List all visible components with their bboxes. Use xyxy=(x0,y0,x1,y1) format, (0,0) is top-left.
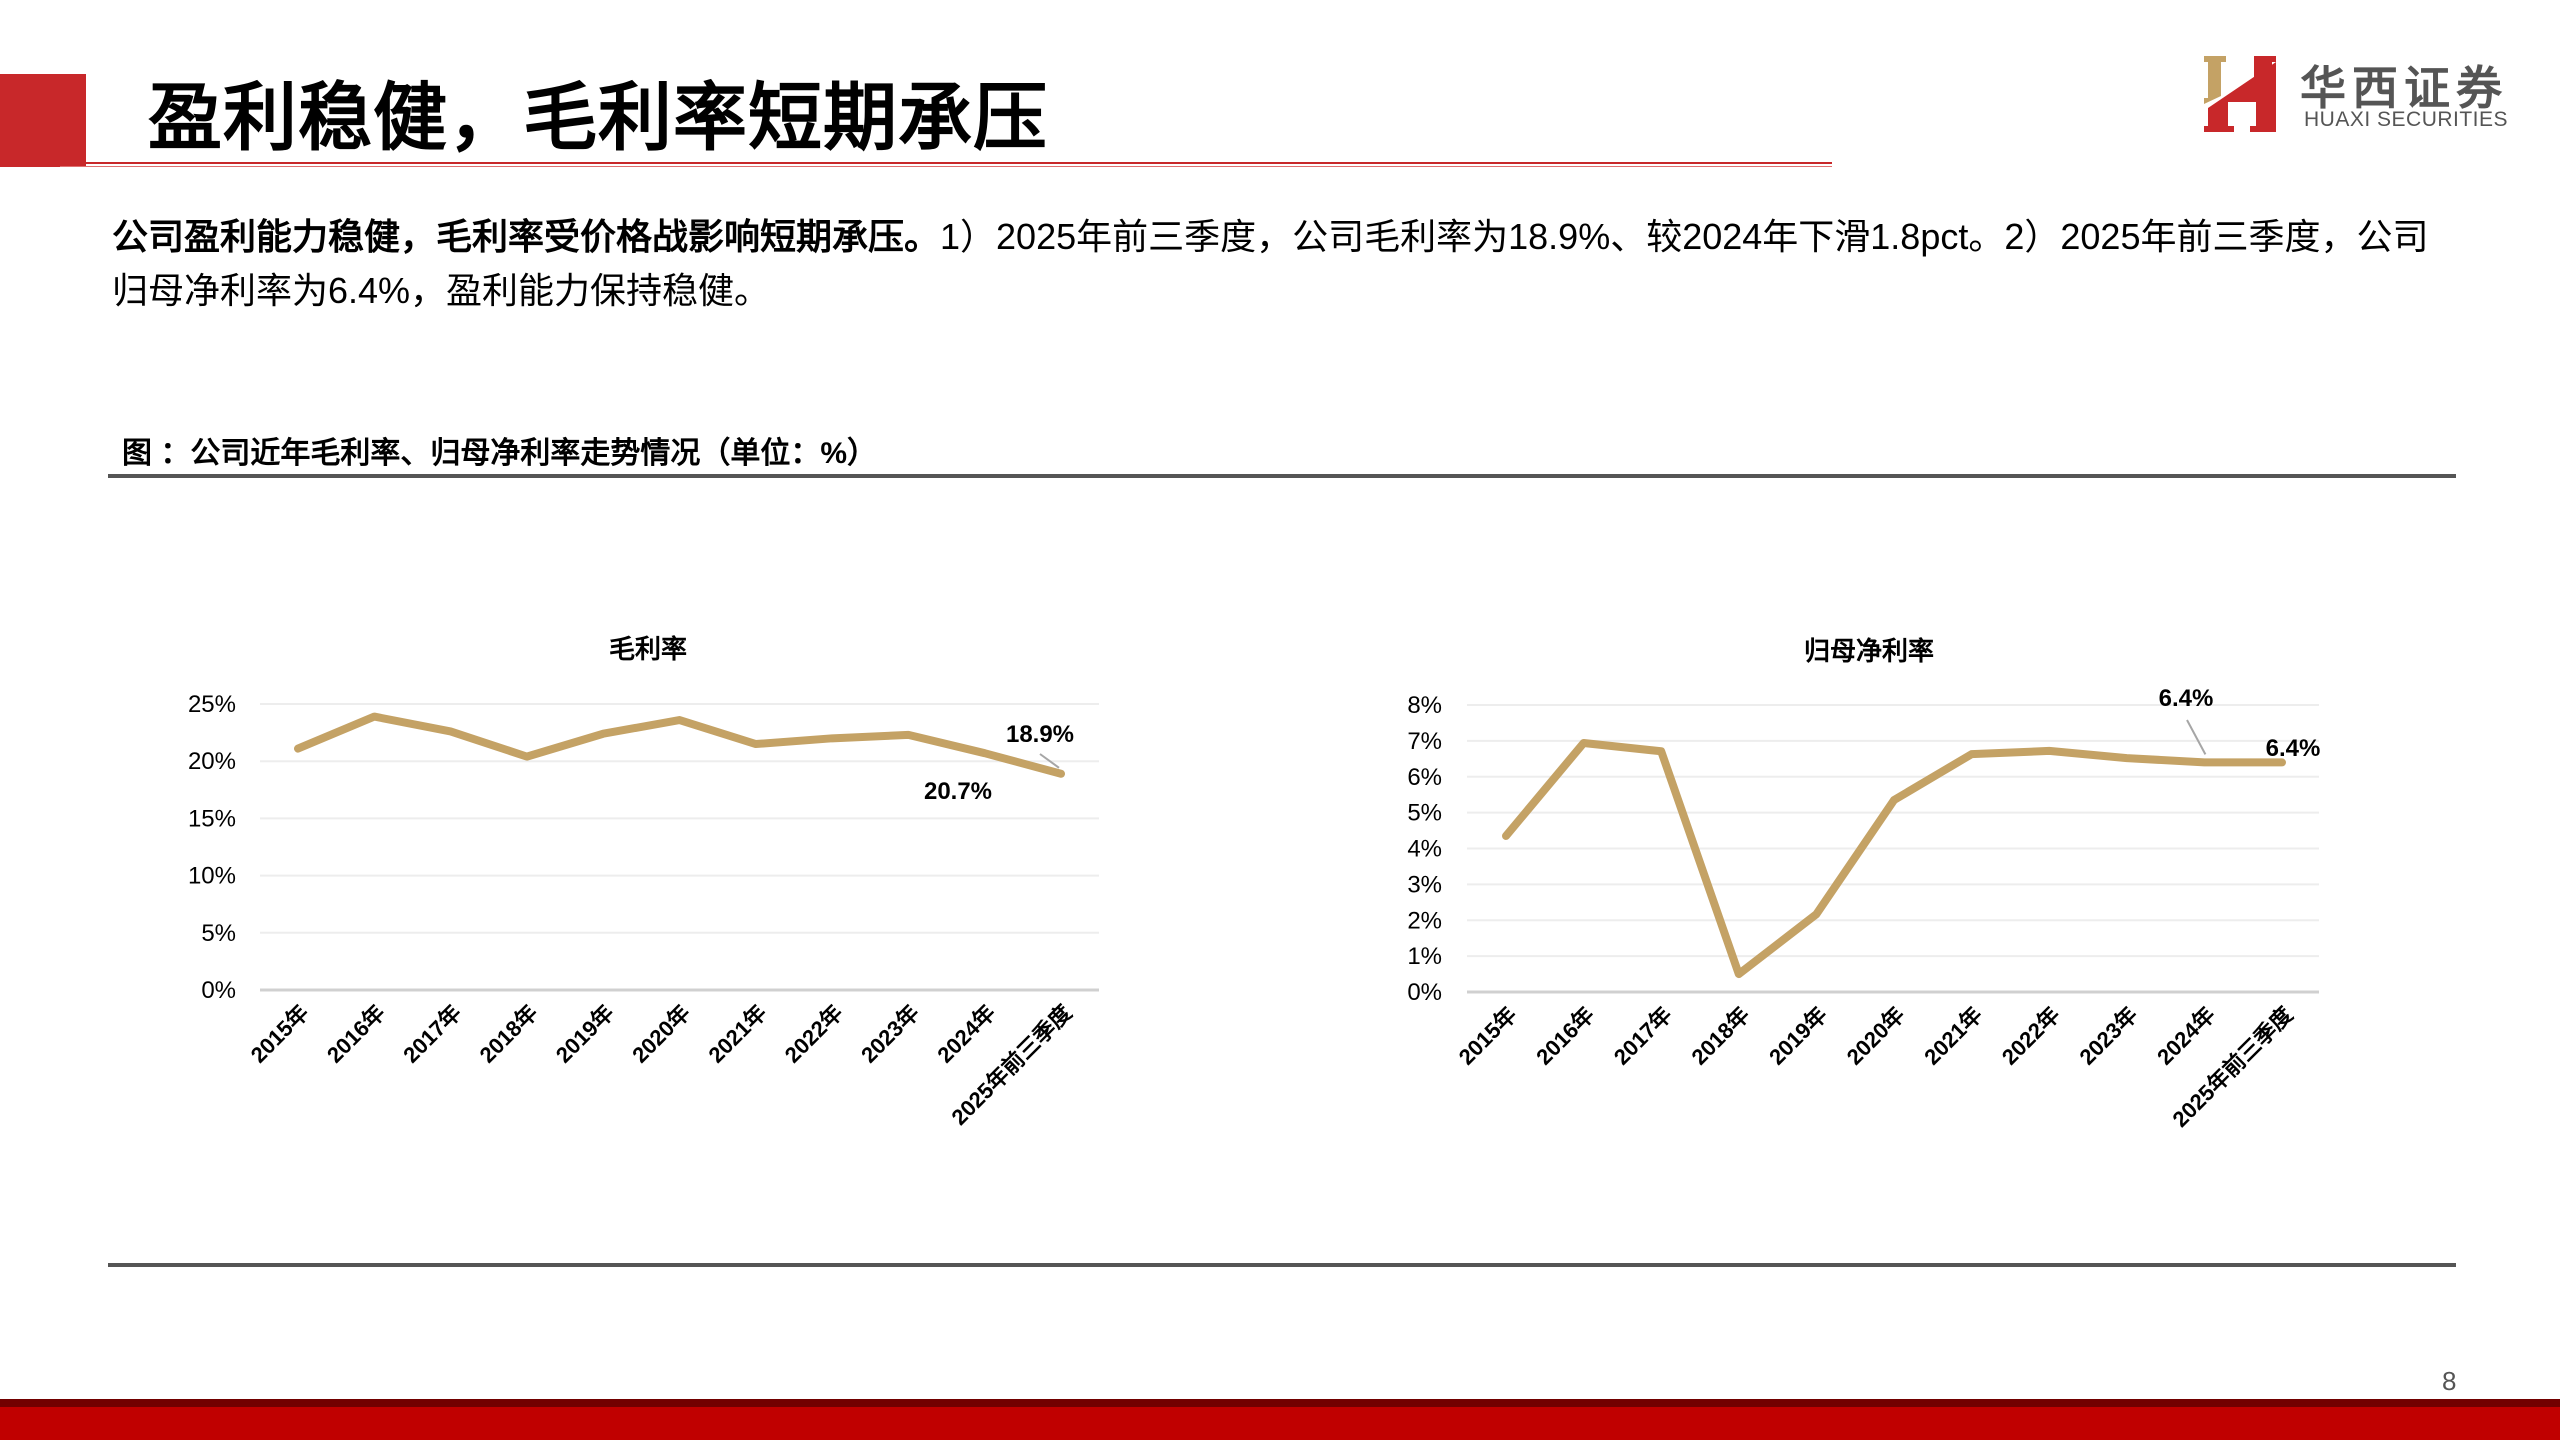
x-tick-label: 2023年 xyxy=(2074,1002,2142,1070)
y-tick-label: 4% xyxy=(1407,836,1442,863)
chart-title: 毛利率 xyxy=(609,634,687,664)
x-tick-label: 2024年 xyxy=(2152,1002,2220,1070)
x-tick-label: 2020年 xyxy=(1842,1002,1910,1070)
data-series-line xyxy=(294,712,1065,778)
y-tick-label: 5% xyxy=(1407,800,1442,827)
logo-chinese-name: 华西证券 xyxy=(2300,61,2508,115)
data-label: 6.4% xyxy=(2159,685,2214,712)
data-label: 18.9% xyxy=(1006,721,1074,748)
x-tick-label: 2015年 xyxy=(1454,1002,1522,1070)
chart-title: 归母净利率 xyxy=(1804,636,1934,666)
y-tick-label: 10% xyxy=(188,863,236,890)
x-tick-label: 2018年 xyxy=(1686,1002,1754,1070)
y-tick-label: 1% xyxy=(1407,943,1442,970)
footer-band-dark xyxy=(0,1399,2560,1407)
leader-line xyxy=(2186,719,2207,755)
leader-line xyxy=(1039,753,1060,769)
y-tick-label: 0% xyxy=(1407,979,1442,1006)
footer-band-red xyxy=(0,1407,2560,1440)
figure-divider-top xyxy=(108,474,2456,478)
x-tick-label: 2017年 xyxy=(1609,1002,1677,1070)
y-tick-label: 2% xyxy=(1407,907,1442,934)
x-tick-label: 2016年 xyxy=(1531,1002,1599,1070)
figure-caption: 图 ：公司近年毛利率、归母净利率走势情况（单位：%） xyxy=(122,437,878,470)
y-tick-label: 7% xyxy=(1407,728,1442,755)
y-tick-label: 8% xyxy=(1407,692,1442,719)
title-underline xyxy=(60,162,1832,164)
data-label: 6.4% xyxy=(2266,735,2321,762)
summary-lead: 公司盈利能力稳健，毛利率受价格战影响短期承压。 xyxy=(112,216,941,257)
x-tick-label: 2021年 xyxy=(1919,1002,1987,1070)
y-tick-label: 5% xyxy=(201,920,236,947)
y-tick-label: 25% xyxy=(188,691,236,718)
title-underline-secondary xyxy=(60,166,1832,167)
data-series-line xyxy=(1502,739,2286,979)
huaxi-h-logo-icon xyxy=(2204,56,2276,132)
y-tick-label: 6% xyxy=(1407,764,1442,791)
summary-detail: 1）2025年前三季度，公司毛利率为18.9%、较2024年下滑1.8pct。2… xyxy=(112,216,2429,311)
data-label: 20.7% xyxy=(924,778,992,805)
header-red-block xyxy=(0,74,86,167)
y-tick-label: 0% xyxy=(201,977,236,1004)
page-number: 8 xyxy=(2442,1366,2457,1396)
x-tick-label: 2019年 xyxy=(1764,1002,1832,1070)
y-tick-label: 15% xyxy=(188,805,236,832)
logo-english-name: HUAXI SECURITIES xyxy=(2304,108,2509,131)
page-title: 盈利稳健，毛利率短期承压 xyxy=(148,76,1048,159)
figure-divider-bottom xyxy=(108,1263,2456,1267)
y-tick-label: 20% xyxy=(188,748,236,775)
x-tick-label: 2022年 xyxy=(1997,1002,2065,1070)
summary-paragraph: 公司盈利能力稳健，毛利率受价格战影响短期承压。1）2025年前三季度，公司毛利率… xyxy=(112,210,2452,318)
y-tick-label: 3% xyxy=(1407,871,1442,898)
